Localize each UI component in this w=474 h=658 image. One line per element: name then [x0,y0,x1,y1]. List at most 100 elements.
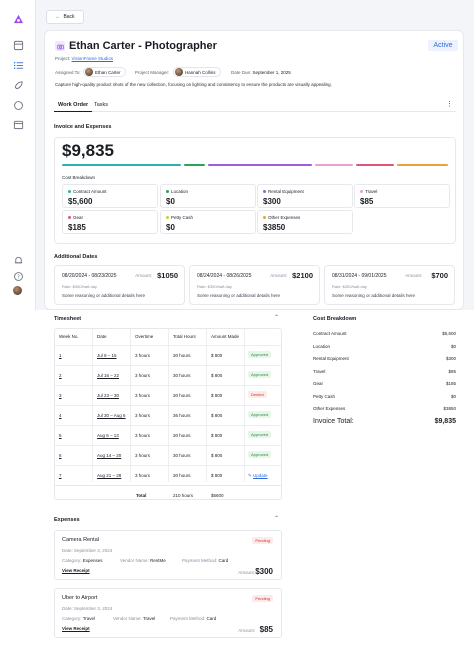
week-link[interactable]: 4 [59,413,62,418]
help-icon[interactable]: ? [11,269,25,283]
overtime-cell: 3 hours [135,353,151,358]
calendar-icon[interactable] [11,117,25,131]
svg-text:?: ? [17,274,20,280]
breakdown-heading: Cost Breakdown [313,316,357,322]
week-link[interactable]: 1 [59,353,62,358]
total-hours-cell: 30 hours [173,373,191,378]
chevron-up-icon[interactable]: ⌃ [274,516,280,522]
breakdown-row: Rental Equipment $300 [313,356,456,361]
total-hours-cell: 30 hours [173,393,191,398]
dot-icon [68,216,71,219]
breakdown-row: Contract Amount $5,600 [313,331,456,336]
expenses-heading: Expenses [54,517,80,523]
status-badge: Approved [248,431,272,438]
invoice-total: $9,835 [62,141,114,160]
tab-tasks[interactable]: Tasks [94,102,109,108]
back-button[interactable]: ← Back [46,10,84,24]
amount-cell: $ 800 [211,453,223,458]
view-receipt-link[interactable]: View Receipt [62,626,90,631]
invoice-total-row: Invoice Total: $9,835 [313,418,456,425]
status-badge: Denied [248,391,267,398]
table-row: 4 Jul 30 – Aug 6 3 hours 36 hours $ 800 Appro… [55,405,281,425]
timesheet-table [54,328,282,500]
dot-icon [263,190,266,193]
user-avatar[interactable] [13,286,22,295]
amount-cell: $ 800 [211,353,223,358]
tab-work-order[interactable]: Work Order [54,98,93,112]
overtime-cell: 3 hours [135,413,151,418]
logo-icon[interactable] [11,12,25,26]
assigned-label: Assigned To: [55,70,81,75]
view-receipt-link[interactable]: View Receipt [62,568,90,573]
status-badge: Pending [252,595,273,602]
cost-bar-contract [62,164,181,166]
table-row: 2 Jul 16 – 22 3 hours 30 hours $ 800 Approved [55,365,281,385]
amount-cell: $ 800 [211,373,223,378]
cost-cell: Gear $185 [62,210,158,234]
layout-icon[interactable] [11,38,25,52]
date-link[interactable]: Jul 16 – 22 [97,373,120,378]
chevron-up-icon[interactable]: ⌃ [274,315,280,321]
amount-cell: $ 800 [211,393,223,398]
date-link[interactable]: Jul 30 – Aug 6 [97,413,126,418]
pm-chip[interactable]: Hannah Collins [173,67,221,77]
amount-cell: $ 800 [211,433,223,438]
breakdown-row: Travel $85 [313,368,456,374]
date-link[interactable]: Aug 14 – 20 [97,453,122,458]
amount-cell: $ 800 [211,473,223,478]
breakdown-row: Location $0 [313,343,456,349]
date-link[interactable]: Aug 21 – 28 [97,473,122,478]
dot-icon [68,190,71,193]
overtime-cell: 3 hours [135,473,151,478]
pm-label: Project Manager: [135,70,170,75]
date-link[interactable]: Jul 9 – 15 [97,353,117,358]
status-badge: Approved [248,371,272,378]
sidebar: ? [0,0,36,310]
cost-bar-gear [356,164,394,166]
cost-cell: Travel $85 [354,184,450,208]
col-header: Overtime [135,334,154,339]
rocket-icon[interactable] [11,78,25,92]
dot-icon [263,216,266,219]
date-link[interactable]: Jul 23 – 30 [97,393,120,398]
bell-icon[interactable] [11,253,25,267]
week-link[interactable]: 5 [59,433,62,438]
work-order-card [44,30,464,310]
project-link[interactable]: VisionFrame Studios [71,56,113,61]
description: Capture high-quality product shots of th… [55,82,332,87]
date-card[interactable]: 08/20/2024 - 08/23/2025 Amount: $1050 Ra… [54,265,185,305]
week-link[interactable]: 7 [59,473,62,478]
week-link[interactable]: 3 [59,393,62,398]
assignee-chip[interactable]: Ethan Carter [83,67,126,77]
project-line: Project: VisionFrame Studios [55,56,113,61]
update-button[interactable]: ✎ Update [248,473,268,479]
additional-dates-heading: Additional Dates [54,254,98,260]
more-icon[interactable]: ⋮ [446,101,453,108]
cost-bar-location [184,164,205,166]
overtime-cell: 3 hours [135,453,151,458]
chat-icon[interactable] [11,98,25,112]
cost-bar-travel [315,164,353,166]
status-badge: Approved [248,451,272,458]
cost-bar-other [397,164,448,166]
amount-cell: $ 800 [211,413,223,418]
cost-cell: Rental Equipment $300 [257,184,353,208]
week-link[interactable]: 6 [59,453,62,458]
col-header: Total Hours [173,334,196,339]
cost-cell: Location $0 [160,184,256,208]
list-icon[interactable] [11,58,25,72]
table-row: 3 Jul 23 – 30 3 hours 30 hours $ 800 Denied [55,385,281,405]
date-link[interactable]: Aug 6 – 13 [97,433,119,438]
update-label: Update [253,473,268,478]
date-card[interactable]: 08/24/2024 - 08/26/2025 Amount: $2100 Ra… [189,265,320,305]
invoice-summary [54,137,456,244]
table-row: 6 Aug 14 – 20 3 hours 30 hours $ 800 Approved [55,445,281,465]
timesheet-heading: Timesheet [54,316,82,322]
total-hours-cell: 36 hours [173,413,191,418]
arrow-left-icon: ← [55,14,61,20]
camera-icon [55,41,65,51]
breakdown-row: Other Expenses $3850 [313,406,456,411]
week-link[interactable]: 2 [59,373,62,378]
date-card[interactable]: 08/31/2024 - 09/01/2025 Amount: $700 Rat… [324,265,455,305]
invoice-heading: Invoice and Expenses [54,124,112,130]
